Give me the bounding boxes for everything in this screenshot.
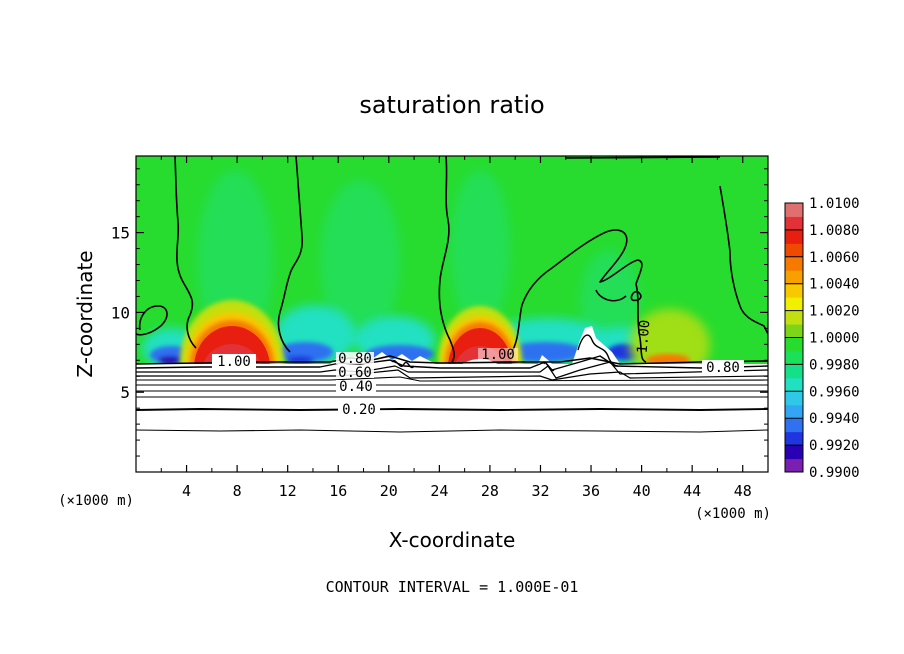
contour-1 [174, 156, 197, 349]
contour-0-50 [136, 376, 768, 382]
x-tick-label: 40 [633, 482, 651, 500]
contour-5 [509, 229, 647, 363]
wiggle-2 [577, 334, 619, 367]
deep-6 [158, 356, 182, 364]
shading-2 [320, 180, 400, 340]
contour-label-2: 0.80 [338, 351, 372, 367]
colorbar-segment [785, 256, 803, 271]
colorbar-label: 1.0060 [809, 250, 860, 266]
x-axis-label: X-coordinate [389, 528, 516, 552]
colorbar-segment [785, 458, 803, 473]
colorbar-segment [785, 297, 803, 312]
y-tick-label: 15 [111, 224, 130, 243]
contour-label-8: 0.80 [706, 360, 740, 376]
y-axis-label: Z-coordinate [73, 250, 97, 377]
x-tick-label: 28 [481, 482, 499, 500]
colorbar-segment [785, 377, 803, 392]
colorbar-segment [785, 216, 803, 231]
contour-label-bg-6 [478, 348, 518, 361]
colorbar-segment [785, 337, 803, 352]
contour-label-bg-8 [702, 360, 744, 373]
wiggle-1 [391, 359, 415, 369]
x-unit-label-left: (×1000 m) [58, 493, 134, 509]
contour-2 [277, 156, 303, 353]
colorbar-segment [785, 310, 803, 325]
x-tick-label: 8 [233, 482, 242, 500]
colorbar-segment [785, 431, 803, 446]
colorbar-segment [785, 283, 803, 298]
colorbar-segment [785, 203, 803, 217]
colorbar-label: 0.9900 [809, 465, 860, 481]
colorbar-label: 0.9960 [809, 384, 860, 400]
contour-0-60 [136, 369, 768, 381]
colorbar-label: 1.0080 [809, 223, 860, 239]
contour-label-7: 1.00 [635, 319, 654, 354]
y-axis: 5 10 15 [111, 168, 768, 457]
colorbar-segment [785, 350, 803, 365]
x-tick-label: 44 [683, 482, 701, 500]
x-unit-label-right: (×1000 m) [695, 506, 771, 522]
x-tick-label: 4 [182, 482, 191, 500]
colorbar-segment [785, 445, 803, 460]
x-tick-label: 32 [531, 482, 549, 500]
x-tick-label: 24 [430, 482, 448, 500]
contour-label-bg-4 [336, 380, 376, 392]
contour-label-6: 1.00 [481, 347, 515, 363]
x-tick-label: 20 [380, 482, 398, 500]
contour-3 [438, 156, 455, 363]
contour-label-1: 1.00 [217, 354, 251, 370]
contour-0-70 [136, 361, 768, 379]
deep-4 [505, 342, 585, 362]
colorbar-label: 1.0000 [809, 331, 860, 347]
contour-interval-note: CONTOUR INTERVAL = 1.000E-01 [326, 578, 579, 596]
contour-7 [719, 185, 768, 335]
x-tick-label: 12 [279, 482, 297, 500]
x-tick-label: 16 [329, 482, 347, 500]
colorbar-segment [785, 243, 803, 258]
colorbar-label: 1.0020 [809, 304, 860, 320]
colorbar-segment [785, 229, 803, 244]
colorbar-label: 0.9920 [809, 438, 860, 454]
colorbar-segment [785, 364, 803, 379]
y-tick-label: 5 [120, 383, 130, 402]
chart-title: saturation ratio [359, 91, 544, 119]
contour-label-bg-1 [212, 354, 256, 368]
contour-top [564, 156, 721, 159]
contour-labels: 1.00 0.80 0.60 0.40 0.20 1.00 1.00 0.80 [212, 319, 744, 418]
deep-7 [286, 356, 314, 364]
colorbar-label: 0.9940 [809, 411, 860, 427]
colorbar-segment [785, 270, 803, 285]
contour-0-10 [136, 429, 768, 433]
plot-frame [135, 155, 769, 473]
colorbar-segment [785, 418, 803, 433]
x-tick-label: 36 [582, 482, 600, 500]
contour-label-bg-2 [336, 352, 374, 364]
contour-label-3: 0.60 [338, 365, 372, 381]
x-axis: 4 8 12 16 20 24 28 32 36 40 44 48 [160, 156, 752, 500]
shading-3 [450, 170, 510, 330]
colorbar: 0.9900 0.9920 0.9940 0.9960 0.9980 1.0000 1.00… [784, 196, 860, 481]
contour-0-20 [136, 408, 768, 411]
x-tick-label: 48 [734, 482, 752, 500]
contour-lines [136, 156, 768, 433]
plot-area: 1.00 0.80 0.60 0.40 0.20 1.00 1.00 0.80 [136, 156, 768, 472]
contour-label-bg-3 [336, 366, 374, 378]
y-tick-label: 10 [111, 303, 130, 322]
contour-6 [595, 289, 627, 302]
contour-label-bg-5 [338, 402, 380, 416]
lower-region [136, 364, 768, 472]
contour-4 [136, 305, 168, 336]
wiggle-3 [543, 361, 555, 372]
colorbar-label: 1.0040 [809, 277, 860, 293]
colorbar-segment [785, 324, 803, 338]
colorbar-label: 1.0100 [809, 196, 860, 212]
contour-0-80 [136, 355, 768, 371]
colorbar-segment [785, 391, 803, 406]
contour-label-4: 0.40 [339, 379, 373, 395]
colorbar-segment [785, 404, 803, 419]
contour-8 [630, 290, 642, 302]
colorbar-label: 0.9980 [809, 357, 860, 373]
contour-label-5: 0.20 [342, 402, 376, 418]
